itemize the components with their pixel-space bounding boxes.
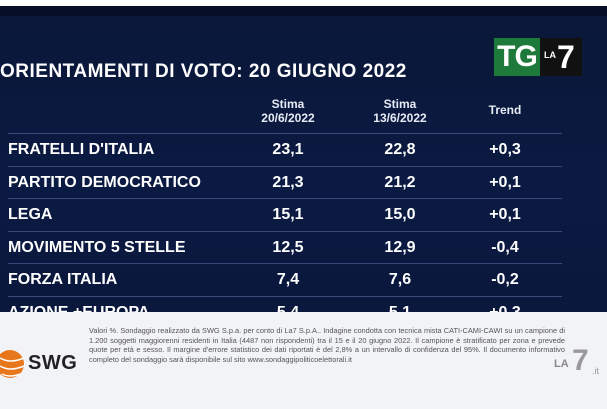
- table-row: FRATELLI D'ITALIA 23,1 22,8 +0,3: [8, 133, 562, 166]
- table-row: MOVIMENTO 5 STELLE 12,5 12,9 -0,4: [8, 230, 562, 264]
- top-bar: [0, 6, 607, 16]
- estimate-previous: 7,6: [388, 271, 412, 289]
- methodology-footer: SWG Valori %. Sondaggio realizzato da SW…: [0, 312, 607, 409]
- estimate-previous: 21,2: [384, 173, 416, 191]
- trend-value: +0,3: [489, 141, 521, 158]
- swg-ball-icon: [0, 350, 25, 378]
- column-header-stima-2: Stima 13/6/2022: [360, 97, 440, 125]
- estimate-previous: 12,9: [384, 238, 416, 256]
- trend-value: -0,4: [491, 238, 519, 256]
- la7-logo-seven: 7: [557, 39, 575, 75]
- column-header-trend: Trend: [488, 103, 522, 117]
- swg-logo-text: SWG: [28, 352, 78, 374]
- estimate-current: 12,5: [272, 238, 304, 256]
- party-name: FORZA ITALIA: [8, 271, 118, 289]
- table-row: LEGA 15,1 15,0 +0,1: [8, 198, 562, 231]
- la7-corner-seven: 7: [572, 344, 589, 377]
- party-name: LEGA: [8, 206, 53, 224]
- page-title: ORIENTAMENTI DI VOTO: 20 GIUGNO 2022: [0, 61, 407, 82]
- swg-logo: SWG: [0, 344, 90, 384]
- estimate-current: 15,1: [272, 206, 304, 224]
- estimate-current: 7,4: [276, 271, 300, 289]
- estimate-current: 23,1: [272, 141, 304, 158]
- table-row: FORZA ITALIA 7,4 7,6 -0,2: [8, 263, 562, 296]
- party-name: FRATELLI D'ITALIA: [8, 141, 155, 158]
- column-header-stima-1-date: 20/6/2022: [261, 111, 315, 125]
- party-name: MOVIMENTO 5 STELLE: [8, 238, 186, 256]
- methodology-note: Valori %. Sondaggio realizzato da SWG S.…: [89, 326, 565, 364]
- column-header-stima-2-label: Stima: [383, 97, 417, 111]
- poll-table: FRATELLI D'ITALIA 23,1 22,8 +0,3 PARTITO…: [8, 133, 562, 330]
- tg-la7-logo: TG LA 7: [494, 38, 582, 76]
- trend-value: -0,2: [491, 271, 519, 289]
- trend-value: +0,1: [489, 206, 521, 224]
- la7-logo-box: LA 7: [540, 38, 582, 76]
- la7-corner-watermark: LA 7 .it: [548, 342, 606, 382]
- table-row: PARTITO DEMOCRATICO 21,3 21,2 +0,1: [8, 165, 562, 199]
- column-header-stima-2-date: 13/6/2022: [373, 111, 427, 125]
- trend-value: +0,1: [489, 173, 521, 191]
- estimate-current: 21,3: [272, 173, 304, 191]
- la7-corner-it: .it: [592, 366, 600, 376]
- la7-corner-la: LA: [554, 358, 569, 370]
- tg-logo-text: TG: [494, 38, 540, 76]
- estimate-previous: 22,8: [384, 141, 416, 158]
- la7-logo-la: LA: [544, 50, 556, 60]
- estimate-previous: 15,0: [384, 206, 416, 224]
- column-header-stima-1: Stima 20/6/2022: [248, 97, 328, 125]
- column-header-stima-1-label: Stima: [271, 97, 305, 111]
- broadcast-screen: TG LA 7 ORIENTAMENTI DI VOTO: 20 GIUGNO …: [0, 6, 607, 409]
- party-name: PARTITO DEMOCRATICO: [8, 173, 201, 191]
